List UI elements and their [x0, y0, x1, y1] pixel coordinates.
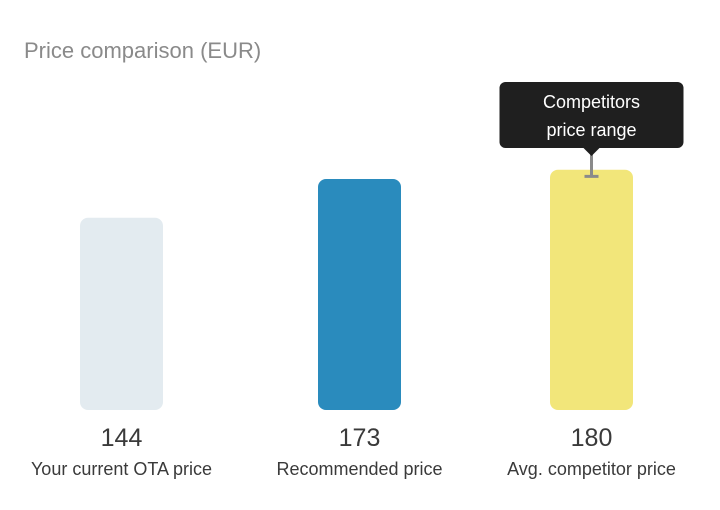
value-label-3: 180	[571, 424, 613, 452]
tooltip-line-2: price range	[546, 120, 636, 140]
chart-title: Price comparison (EUR)	[24, 38, 262, 63]
bar-3	[550, 169, 633, 410]
category-label-2: Recommended price	[276, 459, 442, 479]
category-label-1: Your current OTA price	[31, 459, 212, 479]
tooltip-pointer	[583, 148, 600, 156]
category-label-3: Avg. competitor price	[507, 459, 676, 479]
value-label-1: 144	[101, 424, 143, 452]
value-label-2: 173	[339, 424, 381, 452]
bar-2	[318, 179, 401, 410]
tooltip-line-1: Competitors	[543, 92, 640, 112]
bar-1	[80, 217, 163, 410]
competitor-range-tooltip	[499, 82, 684, 148]
